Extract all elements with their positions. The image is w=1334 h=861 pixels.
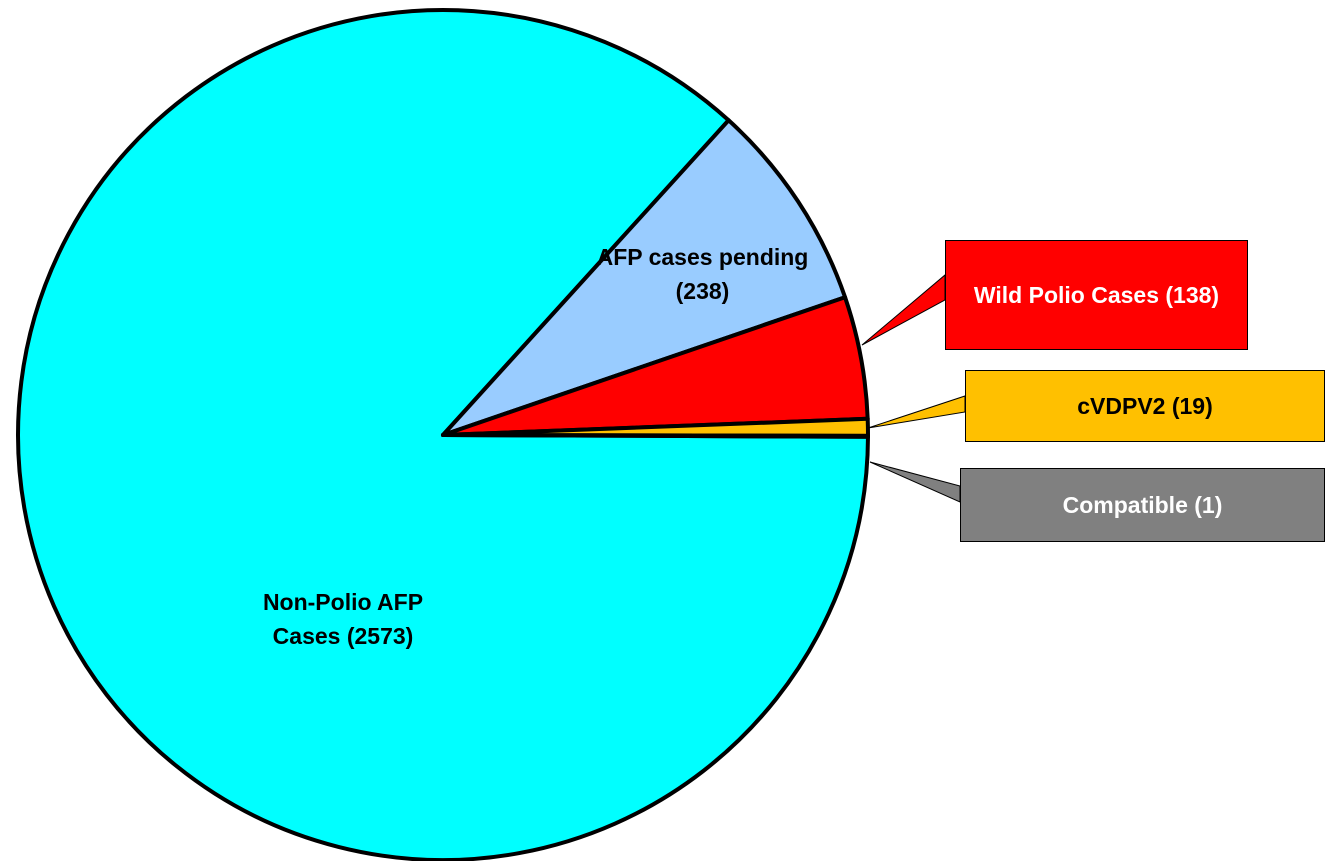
pie-slice [441, 433, 870, 439]
callout-label: Compatible (1) [960, 468, 1325, 542]
pie-slice [441, 118, 848, 437]
callout-label: cVDPV2 (19) [965, 370, 1325, 442]
callout-label: Wild Polio Cases (138) [945, 240, 1248, 350]
callout-pointer [869, 461, 961, 503]
callout-pointer [861, 273, 946, 346]
slice-label: Non-Polio AFP Cases (2573) [262, 589, 424, 649]
callout-pointer [867, 395, 966, 429]
slice-label: AFP cases pending (238) [596, 244, 809, 304]
